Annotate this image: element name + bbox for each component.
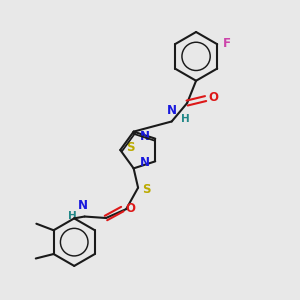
- Text: N: N: [140, 130, 150, 143]
- Text: N: N: [140, 156, 150, 169]
- Text: N: N: [78, 199, 88, 212]
- Text: H: H: [181, 114, 189, 124]
- Text: F: F: [223, 37, 230, 50]
- Text: S: S: [126, 141, 134, 154]
- Text: S: S: [142, 183, 151, 196]
- Text: O: O: [125, 202, 135, 215]
- Text: H: H: [68, 211, 76, 221]
- Text: N: N: [167, 104, 177, 117]
- Text: O: O: [208, 91, 219, 103]
